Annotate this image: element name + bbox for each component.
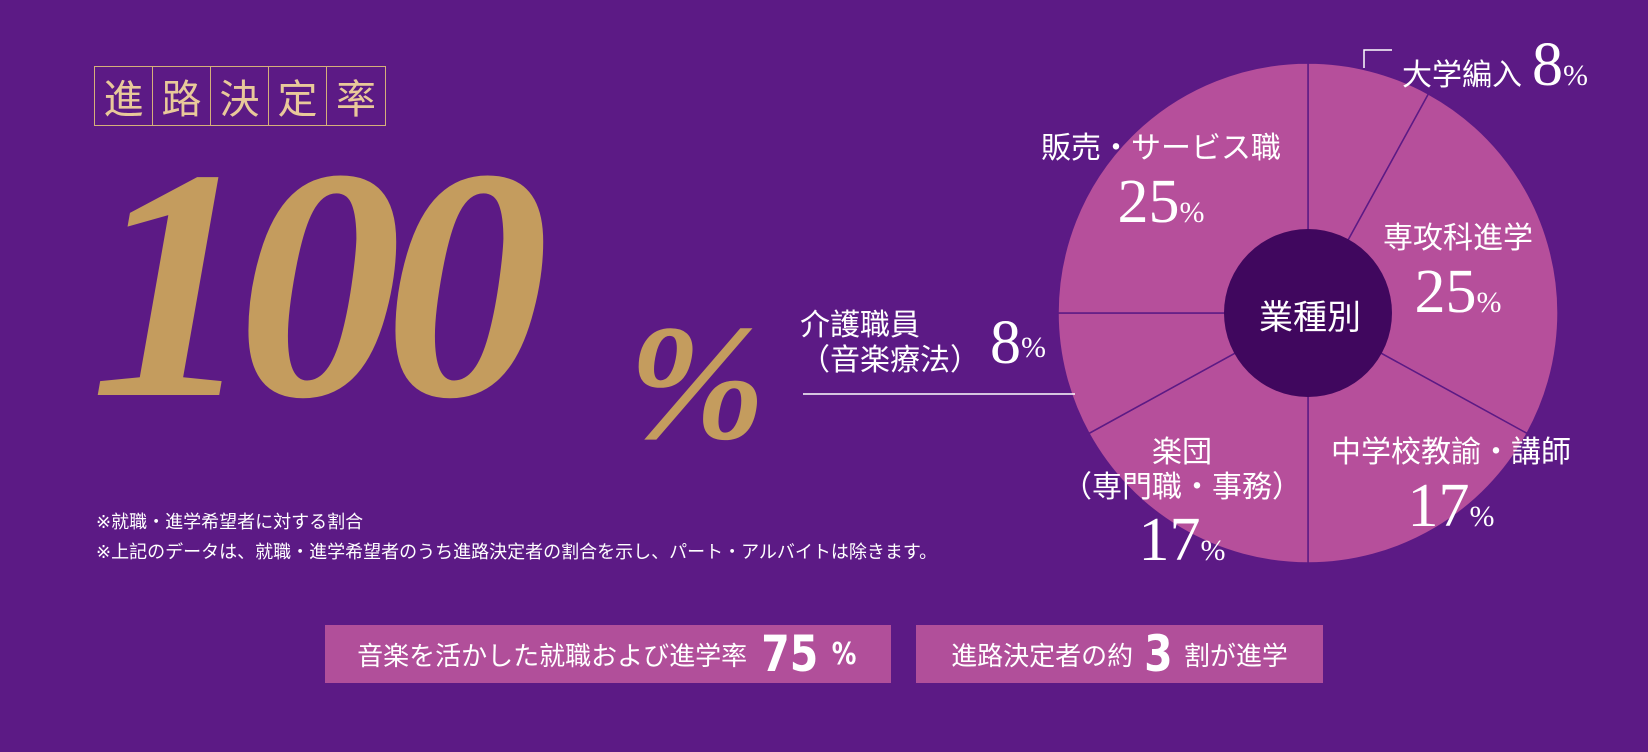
slice-label-transfer: 大学編入 8% [1402,30,1588,101]
slice-category: 中学校教諭・講師 [1331,435,1571,470]
slice-unit: % [1200,534,1226,567]
slice-category: 介護職員 （音楽療法） [800,308,980,378]
slice-label-advanced: 専攻科進学 25% [1370,221,1546,328]
slice-label-sales: 販売・サービス職 25% [1030,131,1292,238]
slice-label-teacher: 中学校教諭・講師 17% [1318,435,1584,542]
slice-unit: % [1021,330,1046,364]
slice-unit: % [1563,59,1588,92]
slice-value: 25 [1414,257,1477,326]
advance-prefix: 進路決定者の約 [951,641,1134,672]
note-2: ※上記のデータは、就職・進学希望者のうち進路決定者の割合を示し、パート・アルバイ… [96,542,938,563]
title-char: 定 [269,67,327,125]
pie-slice [1057,62,1309,314]
pie-center [1224,229,1392,397]
slice-value: 25 [1117,167,1180,236]
slice-value: 17 [1138,506,1201,574]
music-rate-unit: % [831,636,857,672]
slice-category: 専攻科進学 [1383,221,1533,256]
title-char: 率 [336,77,376,123]
title-box: 進 路 決 定 率 [94,66,386,126]
music-rate-value: 75 [761,625,819,683]
advance-suffix: 割が進学 [1183,641,1288,672]
leader-line-transfer [1363,49,1392,68]
music-rate-text: 音楽を活かした就職および進学率 [357,641,748,672]
rate-value: 100 [90,102,549,467]
slice-label-orchestra: 楽団 （専門職・事務） 17% [1060,435,1304,576]
title-char: 路 [153,67,211,125]
slice-value: 8 [990,309,1021,377]
slice-unit: % [1469,499,1495,533]
music-rate-badge: 音楽を活かした就職および進学率 75 % [325,625,891,683]
advance-rate-badge: 進路決定者の約 3 割が進学 [916,625,1323,683]
advance-value: 3 [1144,625,1173,683]
slice-category: 販売・サービス職 [1041,131,1281,166]
note-1: ※就職・進学希望者に対する割合 [96,512,364,533]
slice-unit: % [1476,285,1502,319]
rate-unit: % [628,291,766,474]
slice-category: 大学編入 [1402,58,1522,93]
slice-value: 8 [1532,31,1563,99]
pie-slice [1306,92,1559,435]
slice-value: 17 [1407,471,1470,540]
pie-center-label: 業種別 [1259,298,1361,338]
slice-label-nursing: 介護職員 （音楽療法） 8% [800,308,1046,379]
title-char: 進 [95,67,153,125]
title-char: 決 [211,67,269,125]
slice-unit: % [1179,195,1205,229]
slice-category: 楽団 （専門職・事務） [1062,435,1302,505]
